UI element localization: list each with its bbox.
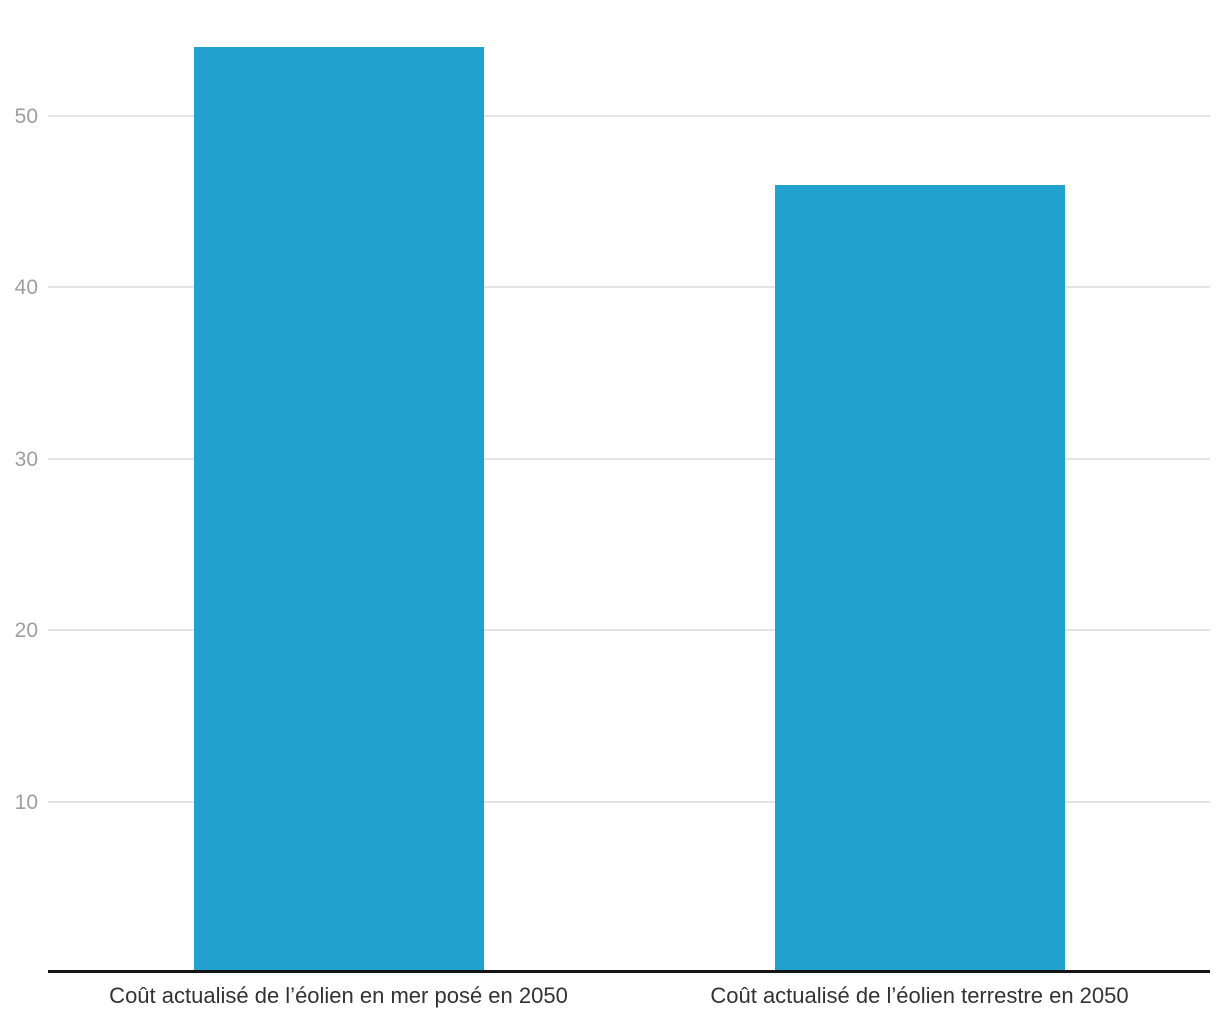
y-tick-label: 30: [14, 447, 38, 471]
y-tick-label: 40: [14, 276, 38, 300]
gridline: [48, 115, 1210, 117]
gridline: [48, 800, 1210, 803]
x-category-label: Coût actualisé de l’éolien terrestre en …: [710, 983, 1129, 1008]
y-tick-label: 20: [14, 619, 38, 643]
y-tick-label: 10: [14, 790, 38, 814]
gridline: [48, 457, 1210, 460]
gridline: [48, 629, 1210, 632]
bar: [774, 184, 1065, 973]
x-category-label: Coût actualisé de l’éolien en mer posé e…: [109, 983, 568, 1008]
x-axis-line: [48, 970, 1210, 973]
gridline: [48, 286, 1210, 289]
bar: [193, 47, 484, 973]
y-tick-label: 50: [14, 105, 38, 128]
